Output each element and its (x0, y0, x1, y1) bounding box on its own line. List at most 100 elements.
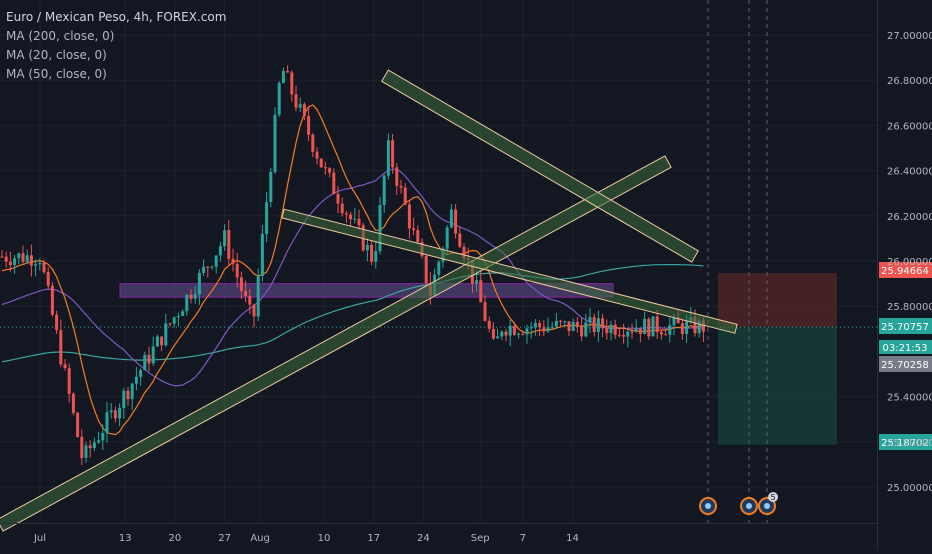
ascending-trendline[interactable] (0, 155, 672, 532)
candle-body (437, 261, 441, 275)
candle-body (76, 412, 80, 438)
candle-body (17, 253, 21, 259)
candle-body (559, 320, 563, 322)
y-tick-label: 26.40000 (887, 167, 932, 178)
x-tick-label: 20 (169, 533, 182, 544)
candle-body (88, 445, 92, 449)
candle-body (340, 203, 344, 214)
candle-body (588, 317, 592, 323)
candle-body (244, 290, 248, 297)
event-count-text: 5 (770, 493, 775, 502)
candle-body (239, 277, 243, 291)
legend-ma200[interactable]: MA (200, close, 0) (6, 29, 115, 43)
candle-body (4, 256, 8, 262)
candle-body (496, 336, 500, 339)
candle-body (323, 167, 327, 169)
candle-body (252, 304, 256, 317)
candle-body (676, 317, 680, 324)
candle-body (567, 321, 571, 331)
candle-body (500, 331, 504, 337)
price-label-box (879, 262, 932, 278)
x-tick-label: Aug (250, 533, 270, 544)
candle-body (0, 256, 4, 258)
price-label-text: 25.70757 (881, 322, 929, 333)
candle-body (651, 316, 655, 337)
candle-body (101, 433, 105, 441)
candle-body (542, 327, 546, 332)
ma200-line[interactable] (1, 264, 704, 363)
time-axis[interactable] (0, 523, 877, 551)
price-label-box (879, 356, 932, 372)
candle-body (38, 262, 42, 265)
candle-body (454, 209, 458, 234)
candle-body (265, 202, 269, 234)
candle-body (113, 410, 117, 419)
candle-body (672, 317, 676, 326)
candle-body (34, 264, 38, 266)
candle-body (307, 116, 311, 135)
legend-ma50[interactable]: MA (50, close, 0) (6, 67, 107, 81)
candle-body (605, 328, 609, 334)
candle-body (643, 319, 647, 334)
candle-body (693, 317, 697, 334)
candle-body (370, 244, 374, 262)
candle-body (134, 376, 138, 384)
price-axis[interactable] (877, 0, 932, 550)
y-tick-label: 26.00000 (887, 257, 932, 268)
candle-body (223, 230, 227, 247)
lower-descending-trendline[interactable] (281, 208, 738, 334)
candle-body (29, 255, 33, 266)
candle-body (622, 334, 626, 337)
candle-body (143, 354, 147, 371)
candle-body (638, 328, 642, 334)
candle-body (424, 255, 428, 284)
candle-body (202, 266, 206, 273)
candle-body (336, 194, 340, 204)
y-tick-label: 25.00000 (887, 483, 932, 494)
ma50-line[interactable] (1, 168, 704, 387)
candle-body (277, 82, 281, 115)
candle-body (617, 334, 621, 336)
candle-body (668, 325, 672, 335)
candle-body (609, 324, 613, 334)
candle-body (479, 280, 483, 303)
candle-body (462, 246, 466, 259)
candle-body (374, 251, 378, 262)
y-tick-label: 26.60000 (887, 121, 932, 132)
candle-body (235, 263, 239, 278)
candle-body (25, 255, 29, 262)
candle-body (42, 262, 46, 273)
candle-body (139, 370, 143, 377)
event-count-badge (768, 492, 778, 502)
candle-body (46, 272, 50, 286)
candle-body (680, 323, 684, 335)
support-zone[interactable] (119, 283, 614, 298)
candle-body (206, 266, 210, 268)
candle-body (445, 227, 449, 249)
stop-loss-zone[interactable] (718, 273, 837, 328)
candle-body (155, 336, 159, 347)
candle-body (655, 316, 659, 333)
descending-trendline[interactable] (381, 69, 699, 263)
candle-body (386, 140, 390, 176)
candle-body (290, 72, 294, 95)
candle-body (185, 294, 189, 312)
candle-body (273, 114, 277, 172)
price-label-text: 25.18702 (881, 438, 929, 449)
candle-body (449, 209, 453, 228)
candle-body (172, 317, 176, 324)
candle-body (613, 324, 617, 335)
candle-body (407, 204, 411, 229)
x-tick-label: 14 (566, 533, 579, 544)
price-label-box (879, 340, 932, 354)
event-marker-dot (764, 503, 770, 509)
legend-title: Euro / Mexican Peso, 4h, FOREX.com (6, 10, 227, 24)
candle-body (357, 218, 361, 226)
candle-body (302, 104, 306, 117)
take-profit-zone[interactable] (718, 327, 837, 445)
candle-body (403, 187, 407, 205)
legend-ma20[interactable]: MA (20, close, 0) (6, 48, 107, 62)
ma20-line[interactable] (1, 104, 704, 436)
